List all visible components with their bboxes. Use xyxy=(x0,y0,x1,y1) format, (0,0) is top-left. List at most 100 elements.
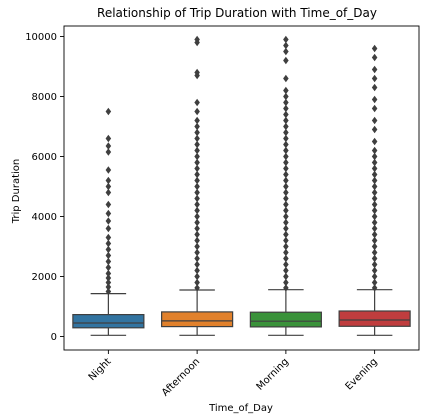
outlier-point xyxy=(371,83,378,92)
outlier-point xyxy=(283,104,289,113)
outlier-point xyxy=(283,248,289,257)
outlier-point xyxy=(105,251,112,260)
outlier-point xyxy=(371,74,378,83)
outlier-point xyxy=(371,158,378,167)
outlier-point xyxy=(194,134,200,143)
outlier-point xyxy=(283,35,289,44)
outlier-point xyxy=(194,224,200,233)
outlier-point xyxy=(105,283,112,291)
outlier-point xyxy=(194,230,200,239)
outlier-point xyxy=(105,224,112,233)
outlier-point xyxy=(105,269,112,278)
plot-area xyxy=(72,35,411,336)
outlier-point xyxy=(371,272,378,281)
outlier-point xyxy=(371,260,378,269)
outlier-point xyxy=(105,209,112,218)
outlier-point xyxy=(283,170,289,179)
outlier-point xyxy=(194,122,200,131)
outlier-point xyxy=(283,128,289,137)
outlier-point xyxy=(283,254,289,263)
box-iqr xyxy=(161,311,234,328)
y-tick-label: 6000 xyxy=(32,152,57,163)
outlier-point xyxy=(283,56,289,65)
y-tick-label: 8000 xyxy=(32,92,57,103)
outlier-point xyxy=(371,248,378,257)
outlier-point xyxy=(105,182,112,191)
outlier-point xyxy=(283,98,289,107)
box-iqr xyxy=(249,311,322,328)
y-tick-label: 4000 xyxy=(32,212,57,223)
outlier-point xyxy=(105,278,112,287)
outlier-point xyxy=(371,188,378,197)
box-group-evening xyxy=(338,44,411,336)
outlier-point xyxy=(194,212,200,221)
outlier-point xyxy=(283,164,289,173)
outlier-point xyxy=(371,65,378,74)
outlier-point xyxy=(371,194,378,203)
outlier-point xyxy=(371,95,378,104)
outlier-point xyxy=(194,200,200,209)
outlier-point xyxy=(105,166,112,174)
y-axis-label: Trip Duration xyxy=(11,159,22,225)
outlier-point xyxy=(105,142,112,150)
outlier-point xyxy=(194,248,200,257)
box-iqr xyxy=(338,310,411,327)
outlier-point xyxy=(371,146,378,155)
box-group-morning xyxy=(249,35,322,336)
outlier-group xyxy=(283,35,289,292)
outlier-point xyxy=(194,254,200,263)
outlier-point xyxy=(194,266,200,275)
outlier-point xyxy=(105,107,112,116)
outlier-point xyxy=(283,92,289,101)
outlier-point xyxy=(194,194,200,203)
outlier-point xyxy=(283,200,289,209)
outlier-point xyxy=(283,110,289,119)
chart-title: Relationship of Trip Duration with Time_… xyxy=(97,6,377,20)
outlier-point xyxy=(283,182,289,191)
outlier-point xyxy=(371,242,378,251)
outlier-point xyxy=(194,188,200,197)
axes: 0 2000 4000 6000 8000 10000 Night Afternoon Morn… xyxy=(25,25,420,399)
outlier-point xyxy=(283,224,289,233)
outlier-point xyxy=(283,212,289,221)
outlier-point xyxy=(194,164,200,173)
outlier-group xyxy=(371,44,378,292)
x-tick-label: Evening xyxy=(344,356,380,392)
outlier-point xyxy=(371,53,378,62)
outlier-point xyxy=(194,128,200,137)
outlier-point xyxy=(371,230,378,239)
x-tick-label: Morning xyxy=(255,356,291,392)
outlier-point xyxy=(283,86,289,95)
x-axis-label: Time_of_Day xyxy=(208,403,273,414)
outlier-point xyxy=(105,287,112,296)
y-tick-label: 0 xyxy=(51,332,57,343)
outlier-point xyxy=(371,206,378,215)
outlier-point xyxy=(194,278,200,287)
outlier-point xyxy=(371,278,378,287)
x-tick-label: Night xyxy=(87,356,114,383)
outlier-point xyxy=(194,260,200,269)
outlier-point xyxy=(194,176,200,185)
outlier-point xyxy=(194,218,200,227)
outlier-point xyxy=(371,266,378,275)
plot-frame xyxy=(63,25,420,351)
outlier-point xyxy=(283,122,289,131)
outlier-point xyxy=(283,146,289,155)
y-tick-label: 2000 xyxy=(32,272,57,283)
outlier-point xyxy=(105,148,112,156)
outlier-point xyxy=(371,44,378,53)
outlier-point xyxy=(283,134,289,143)
outlier-point xyxy=(194,236,200,245)
outlier-point xyxy=(283,242,289,251)
x-tick-label: Afternoon xyxy=(160,356,202,398)
outlier-point xyxy=(283,194,289,203)
outlier-point xyxy=(194,107,200,116)
outlier-point xyxy=(371,176,378,185)
outlier-point xyxy=(371,212,378,221)
outlier-point xyxy=(371,236,378,245)
outlier-point xyxy=(283,116,289,125)
outlier-point xyxy=(194,98,200,107)
outlier-point xyxy=(194,140,200,149)
outlier-point xyxy=(105,263,112,272)
outlier-point xyxy=(283,158,289,167)
